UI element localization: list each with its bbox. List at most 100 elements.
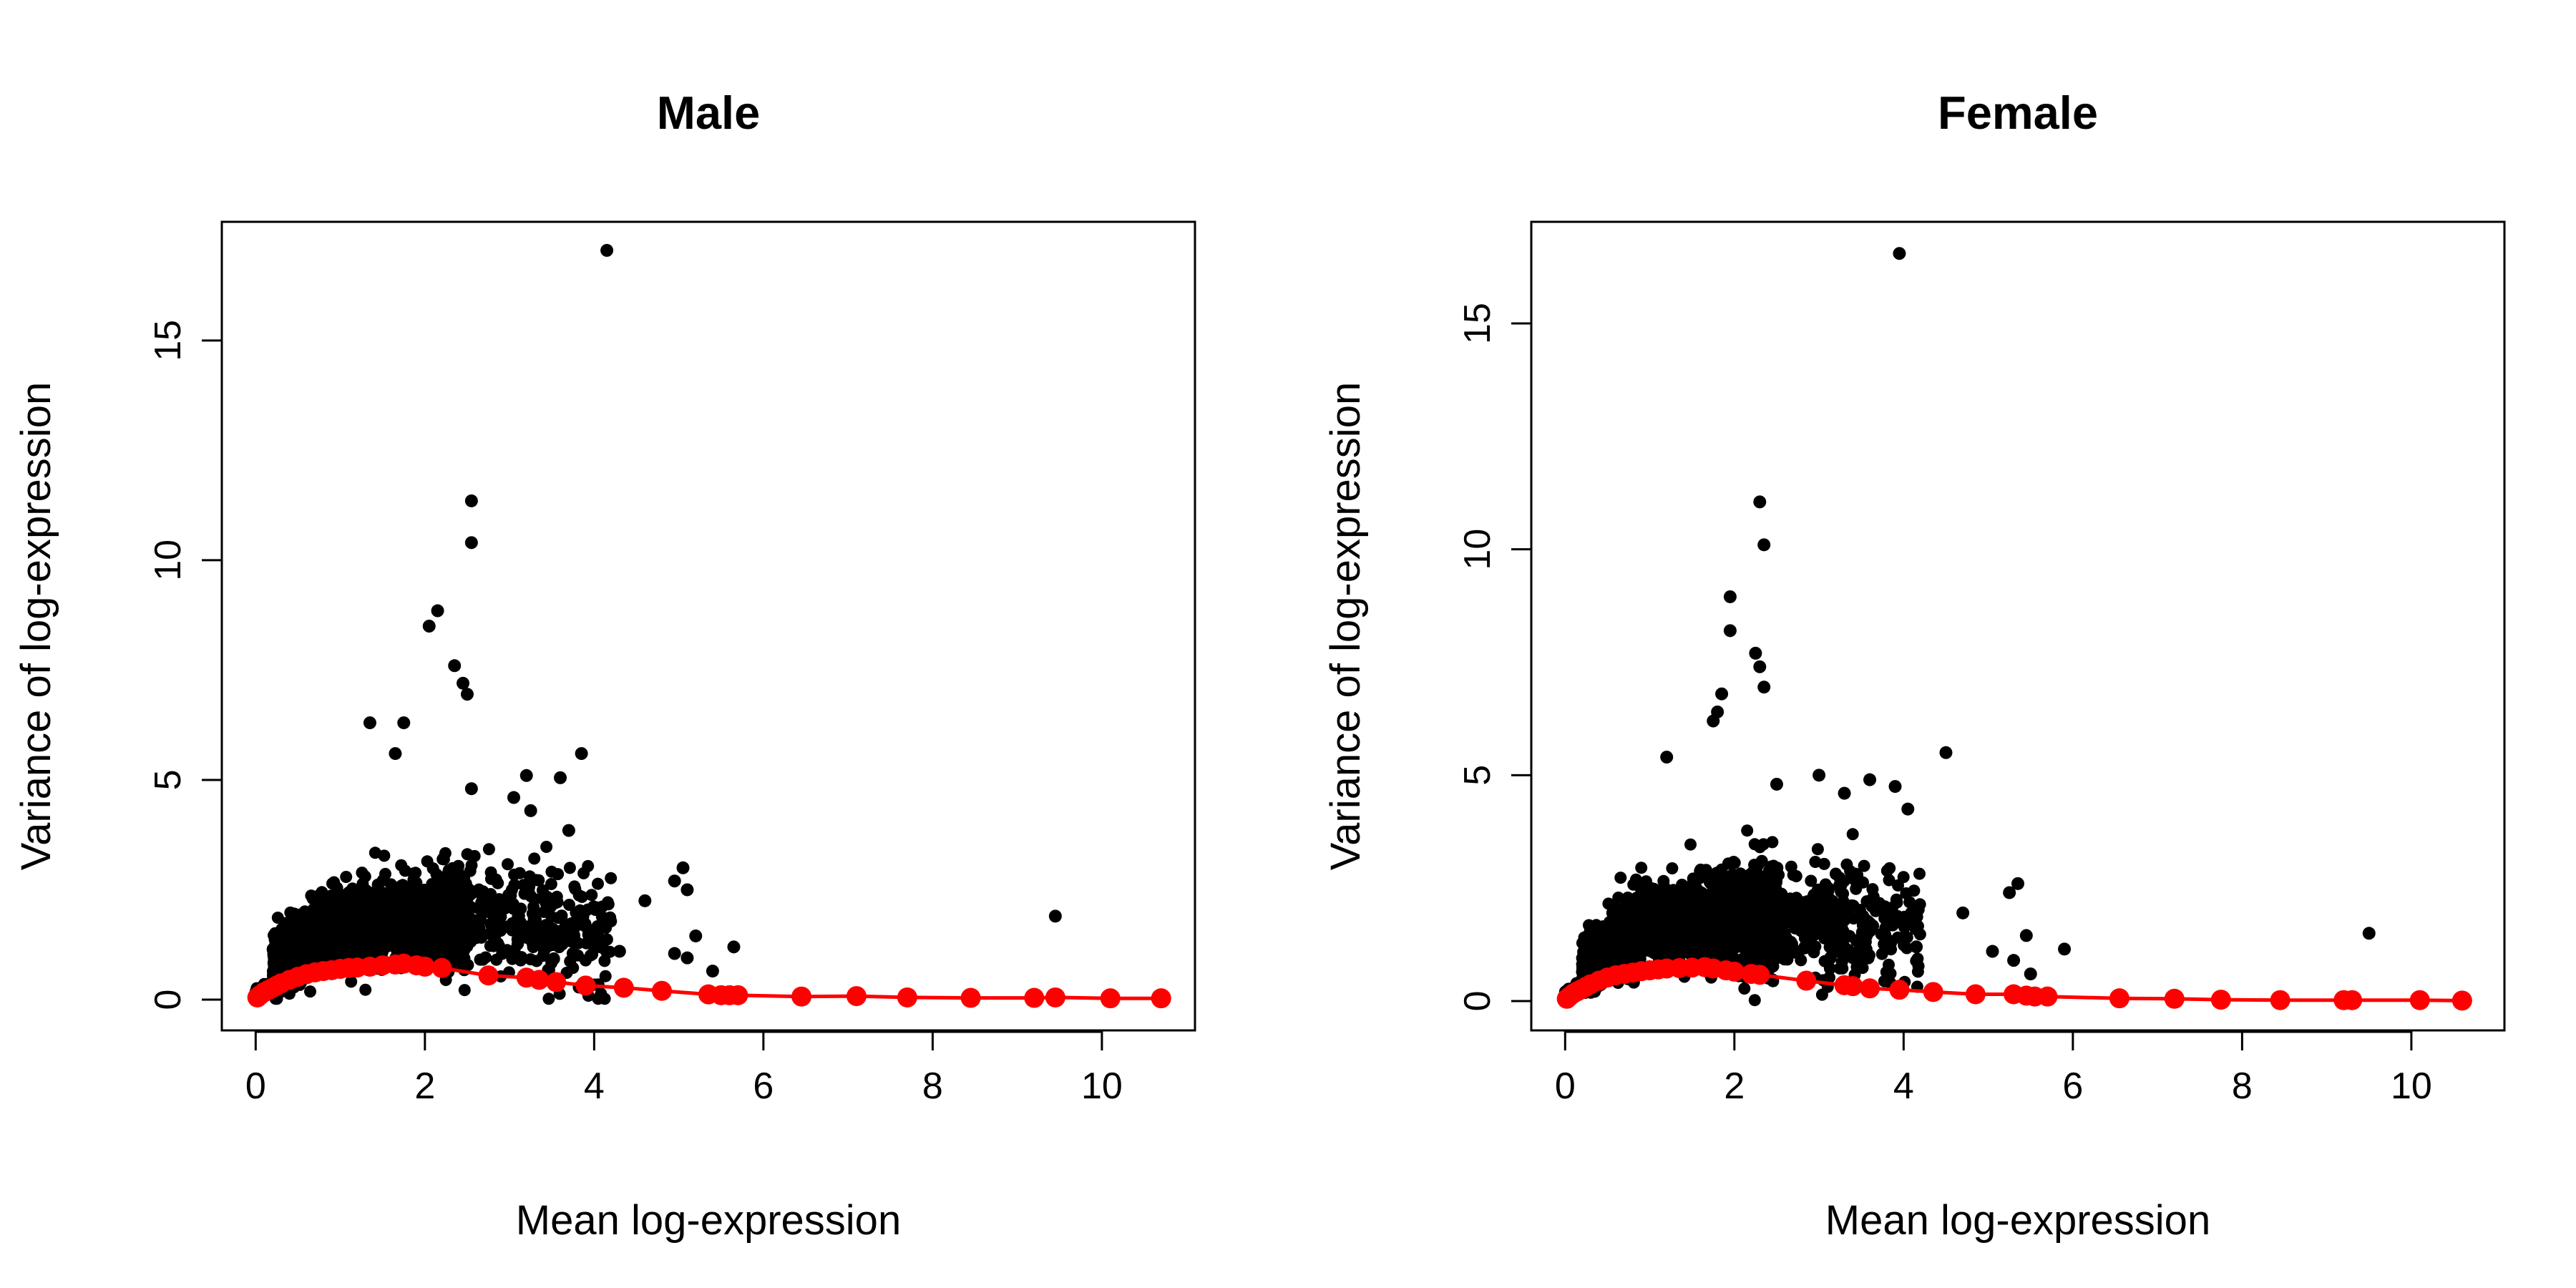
y-tick-label: 15 <box>147 320 189 361</box>
scatter-point <box>552 941 565 954</box>
trend-point <box>1151 988 1171 1009</box>
scatter-point <box>484 927 496 940</box>
scatter-point <box>326 877 338 890</box>
x-axis: 0 2 4 6 8 10 <box>245 1030 1123 1107</box>
scatter-point <box>1897 871 1910 884</box>
scatter-point <box>395 879 408 892</box>
outlier-point <box>600 243 614 257</box>
scatter-point <box>1884 907 1897 919</box>
scatter-point <box>456 932 469 945</box>
outlier-point <box>706 965 719 978</box>
scatter-point <box>421 855 434 868</box>
chart-title: Male <box>657 87 761 139</box>
outlier-point <box>1048 909 1062 923</box>
x-tick-label: 8 <box>2232 1065 2253 1107</box>
scatter-point <box>339 911 352 924</box>
scatter-point <box>362 945 374 958</box>
scatter-point <box>468 849 481 862</box>
scatter-point <box>429 936 442 949</box>
y-tick-label: 0 <box>1457 991 1498 1012</box>
scatter-point <box>1811 843 1824 856</box>
outlier-point <box>507 791 520 804</box>
scatter-point <box>458 952 471 965</box>
scatter-point <box>1840 858 1853 871</box>
scatter-point <box>563 899 575 911</box>
scatter-point <box>504 921 517 934</box>
x-tick-label: 10 <box>1081 1065 1123 1107</box>
scatter-point <box>450 911 463 924</box>
outlier-point <box>596 936 610 950</box>
outlier-point <box>689 929 703 942</box>
scatter-point <box>1636 877 1649 889</box>
scatter-point <box>469 917 482 930</box>
y-tick-label: 5 <box>1457 765 1498 786</box>
trend-point <box>1100 988 1121 1009</box>
scatter-point <box>592 877 604 890</box>
outlier-point <box>562 824 575 837</box>
scatter-point <box>1865 921 1877 934</box>
scatter-point <box>378 849 391 862</box>
scatter-point <box>433 907 446 920</box>
scatter-point <box>599 970 612 982</box>
scatter-point <box>340 871 353 883</box>
scatter-point <box>484 872 497 885</box>
outlier-point <box>680 951 694 965</box>
scatter-point <box>592 992 605 1005</box>
scatter-point <box>270 959 283 971</box>
trend-point <box>846 986 867 1007</box>
outlier-point <box>397 716 411 730</box>
scatter-point <box>582 859 595 872</box>
scatter-point <box>280 917 293 930</box>
outlier-point <box>680 883 694 897</box>
outlier-point <box>464 494 478 507</box>
scatter-point <box>563 862 576 874</box>
scatter-point <box>550 890 563 903</box>
scatter-point <box>537 950 550 962</box>
scatter-point <box>605 872 618 884</box>
scatter-point <box>436 946 449 959</box>
scatter-point <box>399 864 411 877</box>
scatter-point <box>1858 859 1870 872</box>
y-tick-label: 15 <box>1457 303 1498 344</box>
scatter-point <box>1903 896 1916 909</box>
trend-point <box>546 972 567 992</box>
scatter-point <box>422 897 435 909</box>
scatter-point <box>572 889 585 902</box>
scatter-point <box>1908 884 1921 897</box>
x-tick-label: 4 <box>1893 1065 1914 1107</box>
scatter-point <box>1807 905 1820 918</box>
scatter-point <box>429 919 441 932</box>
outlier-point <box>727 940 741 954</box>
scatter-point <box>528 852 541 865</box>
x-tick-label: 0 <box>245 1065 266 1107</box>
scatter-point <box>329 942 342 955</box>
scatter-point <box>316 927 328 940</box>
x-tick-label: 2 <box>414 1065 435 1107</box>
scatter-point <box>1738 982 1751 995</box>
outlier-point <box>638 894 652 907</box>
scatter-point <box>408 901 421 914</box>
scatter-point <box>1795 924 1807 937</box>
scatter-point <box>585 949 597 962</box>
scatter-point <box>1883 874 1896 887</box>
scatter-point <box>451 868 464 881</box>
y-tick-label: 10 <box>147 540 189 581</box>
x-axis-label: Mean log-expression <box>516 1197 901 1244</box>
trend-point <box>897 987 917 1008</box>
scatter-point <box>1846 828 1859 841</box>
scatter-point <box>1913 898 1926 911</box>
x-tick-label: 10 <box>2391 1065 2432 1107</box>
scatter-point <box>526 937 539 950</box>
x-tick-label: 2 <box>1724 1065 1745 1107</box>
scatter-point <box>487 905 500 918</box>
outlier-point <box>389 747 402 761</box>
scatter-point <box>389 904 401 917</box>
scatter-point <box>305 933 318 946</box>
scatter-point <box>508 868 521 881</box>
scatter-point <box>1805 874 1818 887</box>
trend-point <box>529 970 550 990</box>
plot-frame <box>220 220 1196 1032</box>
